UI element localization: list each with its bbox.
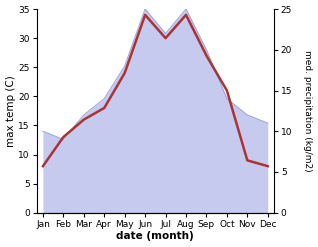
Y-axis label: max temp (C): max temp (C) xyxy=(5,75,16,147)
Y-axis label: med. precipitation (kg/m2): med. precipitation (kg/m2) xyxy=(303,50,313,172)
X-axis label: date (month): date (month) xyxy=(116,231,194,242)
